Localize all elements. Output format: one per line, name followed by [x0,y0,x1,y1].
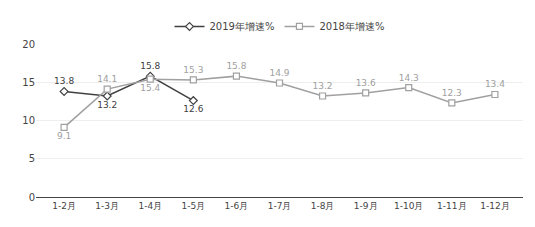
svg-text:9.1: 9.1 [57,131,71,141]
svg-text:1-6月: 1-6月 [225,201,249,211]
svg-text:15.3: 15.3 [183,65,203,75]
svg-text:12.3: 12.3 [442,88,462,98]
svg-text:0: 0 [29,192,35,203]
svg-text:15.4: 15.4 [140,83,160,93]
svg-text:15.8: 15.8 [226,61,246,71]
svg-text:1-10月: 1-10月 [394,201,423,211]
svg-text:13.2: 13.2 [313,81,333,91]
svg-text:2019年增速%: 2019年增速% [210,21,275,32]
svg-text:15.8: 15.8 [140,61,160,71]
svg-text:13.2: 13.2 [97,100,117,110]
svg-text:1-12月: 1-12月 [480,201,509,211]
svg-text:1-7月: 1-7月 [268,201,292,211]
svg-text:1-8月: 1-8月 [311,201,335,211]
svg-text:13.6: 13.6 [356,78,376,88]
svg-text:1-2月: 1-2月 [52,201,76,211]
svg-text:5: 5 [29,153,35,164]
svg-text:10: 10 [22,115,35,126]
svg-text:13.4: 13.4 [485,79,505,89]
svg-text:15: 15 [22,77,35,88]
svg-text:1-9月: 1-9月 [354,201,378,211]
svg-text:20: 20 [22,39,35,50]
svg-text:1-3月: 1-3月 [95,201,119,211]
svg-text:14.9: 14.9 [269,68,289,78]
svg-text:1-11月: 1-11月 [437,201,466,211]
svg-text:13.8: 13.8 [54,76,74,86]
svg-text:12.6: 12.6 [183,104,203,114]
svg-text:14.3: 14.3 [399,73,419,83]
svg-text:1-4月: 1-4月 [138,201,162,211]
svg-text:2018年增速%: 2018年增速% [319,21,384,32]
svg-text:14.1: 14.1 [97,74,117,84]
svg-text:1-5月: 1-5月 [181,201,205,211]
